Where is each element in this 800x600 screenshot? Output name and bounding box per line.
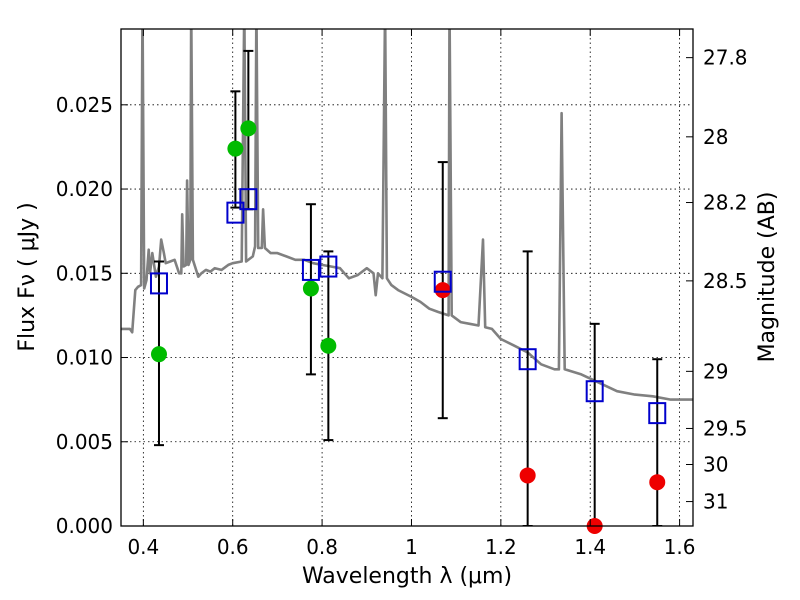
model-photometry-square (226, 201, 245, 224)
x-axis-ticks: 0.4 0.6 0.8 1 1.2 1.4 1.6 (127, 29, 696, 559)
right-tick-label: 30 (703, 453, 728, 477)
model-spectrum-line (121, 29, 693, 401)
model-spectrum-layer (121, 29, 693, 401)
detection-point (150, 346, 167, 363)
x-tick-label: 1.4 (574, 535, 606, 559)
detection-point (240, 120, 257, 137)
x-tick-label: 1 (405, 535, 418, 559)
model-photometry-square (518, 348, 537, 371)
y-tick-label: 0.010 (56, 346, 113, 370)
upper-limit-point (649, 474, 666, 491)
right-axis-label: Magnitude (AB) (755, 192, 780, 363)
upper-limit-point (434, 282, 451, 299)
plot-frame (120, 28, 694, 527)
x-tick-label: 0.8 (306, 535, 338, 559)
model-photometry-square (319, 255, 338, 278)
right-tick-label: 31 (703, 490, 728, 514)
detection-point (302, 280, 319, 297)
y-axis-label: Flux Fν ( μJy ) (15, 202, 40, 351)
y-tick-label: 0.015 (56, 261, 113, 285)
right-tick-label: 29.5 (703, 416, 748, 440)
upper-limit-point (519, 467, 536, 484)
x-axis-label: Wavelength λ (μm) (302, 564, 512, 589)
y-tick-label: 0.020 (56, 177, 113, 201)
model-photometry-square (301, 258, 320, 281)
model-photometry-square (585, 380, 604, 403)
model-photometry-square (149, 272, 168, 295)
detection-point (320, 337, 337, 354)
model-photometry-square (648, 402, 667, 425)
right-tick-label: 28.2 (703, 191, 748, 215)
markers (149, 120, 667, 534)
right-tick-label: 29 (703, 359, 728, 383)
x-tick-label: 0.4 (127, 535, 159, 559)
right-axis-ticks: 27.8 28 28.2 28.5 29 29.5 30 31 (686, 46, 748, 514)
detection-point (227, 140, 244, 157)
plot-area (121, 29, 693, 526)
x-tick-label: 1.6 (664, 535, 696, 559)
y-axis-ticks: 0.000 0.005 0.010 0.015 0.020 0.025 (56, 93, 128, 538)
right-tick-label: 27.8 (703, 46, 748, 70)
right-tick-label: 28 (703, 125, 728, 149)
right-tick-label: 28.5 (703, 269, 748, 293)
y-tick-label: 0.005 (56, 430, 113, 454)
y-tick-label: 0.025 (56, 93, 113, 117)
x-tick-label: 0.6 (217, 535, 249, 559)
grid-lines (121, 29, 693, 526)
y-tick-label: 0.000 (56, 514, 113, 538)
x-tick-label: 1.2 (485, 535, 517, 559)
model-photometry-square (239, 188, 258, 211)
model-photometry-square (433, 270, 452, 293)
